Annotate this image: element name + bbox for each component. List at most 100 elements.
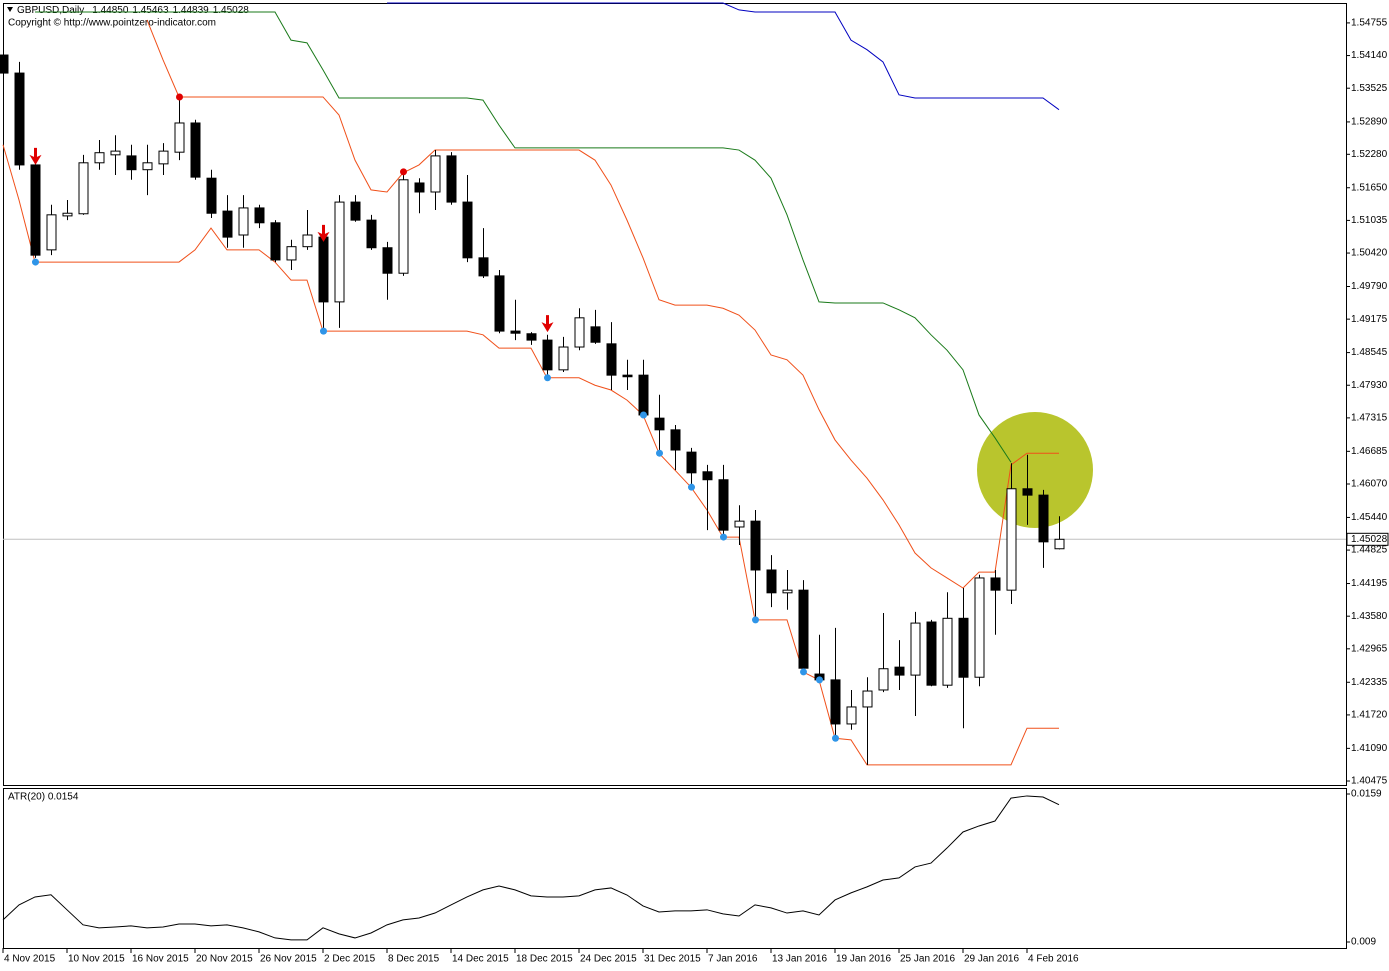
candle-down: [798, 589, 809, 669]
candle-up: [910, 622, 921, 676]
candle-down: [590, 326, 601, 343]
candle-up: [782, 589, 793, 594]
candle-down: [494, 275, 505, 332]
candle-up: [862, 690, 873, 708]
candle-down: [126, 155, 137, 171]
candle-down: [606, 343, 617, 376]
candle-up: [286, 246, 297, 261]
candle-up: [1006, 488, 1017, 591]
signal-dot: [656, 449, 663, 457]
candle-up: [574, 317, 585, 348]
open-label: 1.44850: [92, 5, 129, 16]
x-tick-label: 2 Dec 2015: [324, 954, 376, 965]
candle-down: [0, 54, 9, 74]
menu-triangle: [7, 7, 13, 12]
candle-down: [894, 666, 905, 676]
signal-dot: [832, 734, 839, 742]
candle-down: [958, 617, 969, 678]
x-tick-label: 18 Dec 2015: [516, 954, 573, 965]
candle-down: [926, 621, 937, 686]
y-tick-label: 1.47315: [1351, 413, 1388, 424]
y-tick-label: 1.47930: [1351, 380, 1388, 391]
signal-dot: [544, 374, 551, 382]
signal-dot: [176, 93, 183, 101]
candle-down: [414, 182, 425, 193]
low-label: 1.44839: [173, 5, 210, 16]
candle-down: [622, 374, 633, 378]
candle-up: [158, 150, 169, 165]
y-tick-label: 1.41090: [1351, 743, 1388, 754]
x-tick-label: 4 Feb 2016: [1028, 954, 1079, 965]
y-tick-label: 1.52280: [1351, 149, 1388, 160]
x-tick-label: 13 Jan 2016: [772, 954, 827, 965]
x-tick-label: 26 Nov 2015: [260, 954, 317, 965]
candle-up: [302, 234, 313, 248]
x-tick-label: 24 Dec 2015: [580, 954, 637, 965]
candle-up: [62, 212, 73, 217]
x-tick-label: 4 Nov 2015: [4, 954, 56, 965]
x-tick-label: 25 Jan 2016: [900, 954, 955, 965]
candle-up: [334, 201, 345, 303]
candle-down: [638, 374, 649, 416]
candle-down: [510, 330, 521, 334]
symbol: GBPUSD,Daily: [17, 5, 84, 16]
candle-up: [142, 162, 153, 171]
candle-up: [558, 346, 569, 371]
signal-dot: [816, 676, 823, 684]
candle-up: [94, 152, 105, 164]
atr-frame: [3, 788, 1347, 949]
y-tick-label: 1.49790: [1351, 281, 1388, 292]
candle-up: [846, 706, 857, 725]
candle-down: [686, 451, 697, 474]
candle-down: [254, 207, 265, 224]
x-tick-label: 7 Jan 2016: [708, 954, 758, 965]
signal-dot: [320, 327, 327, 335]
candle-up: [430, 155, 441, 193]
indicator-line: [35, 11, 1012, 463]
candle-down: [318, 236, 329, 303]
y-tick-label: 0.009: [1351, 937, 1376, 948]
candle-down: [446, 155, 457, 203]
indicator-line: [387, 2, 1060, 111]
x-tick-label: 10 Nov 2015: [68, 954, 125, 965]
candle-down: [830, 679, 841, 725]
signal-arrow: [29, 147, 42, 165]
candle-down: [718, 479, 729, 531]
signal-dot: [640, 411, 647, 419]
signal-arrow: [317, 224, 330, 242]
candle-down: [478, 257, 489, 277]
y-tick-label: 1.51035: [1351, 215, 1388, 226]
candle-down: [190, 122, 201, 178]
candle-up: [110, 150, 121, 156]
candle-down: [702, 471, 713, 481]
candle-up: [78, 162, 89, 215]
y-tick-label: 1.54140: [1351, 50, 1388, 61]
y-tick-label: 1.41720: [1351, 710, 1388, 721]
candle-down: [270, 222, 281, 261]
header: GBPUSD,Daily 1.44850 1.45463 1.44839 1.45028: [17, 5, 249, 16]
highlight-circle: [977, 412, 1093, 528]
atr-label: ATR(20) 0.0154: [8, 792, 79, 803]
candle-up: [46, 214, 57, 251]
signal-dot: [752, 616, 759, 624]
candle-up: [942, 617, 953, 686]
y-tick-label: 1.49175: [1351, 314, 1388, 325]
x-tick-label: 31 Dec 2015: [644, 954, 701, 965]
y-tick-label: 1.40475: [1351, 776, 1388, 787]
candle-down: [526, 333, 537, 341]
candle-down: [30, 164, 41, 256]
signal-dot: [400, 168, 407, 176]
candle-up: [398, 179, 409, 274]
candle-down: [654, 417, 665, 431]
y-tick-label: 1.45440: [1351, 512, 1388, 523]
y-tick-label: 1.48545: [1351, 347, 1388, 358]
x-tick-label: 20 Nov 2015: [196, 954, 253, 965]
y-tick-label: 1.46685: [1351, 446, 1388, 457]
candle-down: [750, 520, 761, 571]
candle-down: [366, 219, 377, 249]
candle-down: [542, 339, 553, 371]
candle-down: [766, 569, 777, 594]
copyright: Copyright © http://www.pointzero-indicat…: [8, 18, 216, 29]
